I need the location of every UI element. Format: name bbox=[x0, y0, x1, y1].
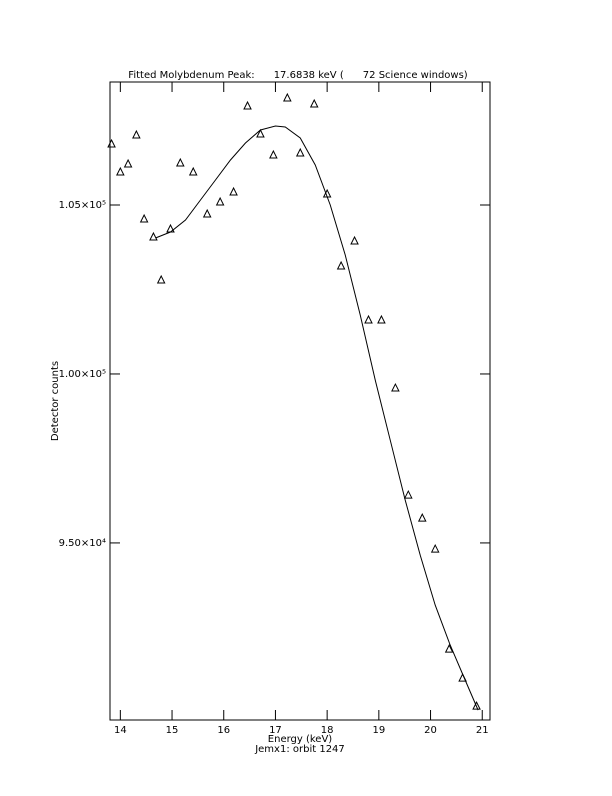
data-point bbox=[202, 208, 212, 218]
data-point bbox=[107, 138, 116, 148]
data-point bbox=[139, 213, 149, 223]
data-point bbox=[444, 643, 454, 653]
x-tick-label: 14 bbox=[114, 725, 127, 736]
data-point bbox=[123, 158, 133, 168]
data-point bbox=[188, 166, 198, 176]
y-tick-label: 1.00×10⁵ bbox=[59, 369, 106, 380]
plot-frame bbox=[109, 81, 491, 721]
x-tick-label: 20 bbox=[424, 725, 437, 736]
data-point bbox=[417, 512, 427, 522]
data-point bbox=[149, 231, 158, 241]
x-axis-label: Energy (keV) bbox=[268, 734, 333, 745]
x-tick-label: 18 bbox=[321, 725, 334, 736]
data-point bbox=[391, 382, 400, 392]
x-tick-label: 17 bbox=[269, 725, 282, 736]
x-tick-label: 21 bbox=[476, 725, 489, 736]
data-point bbox=[229, 186, 238, 196]
y-axis-label: Detector counts bbox=[50, 361, 61, 441]
data-point bbox=[176, 157, 185, 167]
chart-title: Fitted Molybdenum Peak: 17.6838 keV ( 72… bbox=[128, 70, 468, 81]
data-point bbox=[336, 260, 346, 270]
data-point bbox=[404, 489, 413, 499]
data-point bbox=[156, 274, 166, 284]
subtitle: Jemx1: orbit 1247 bbox=[254, 744, 345, 755]
y-tick-label: 1.05×10⁵ bbox=[59, 200, 106, 211]
x-tick-label: 15 bbox=[166, 725, 179, 736]
data-point bbox=[472, 701, 481, 710]
data-point bbox=[132, 129, 141, 139]
data-point bbox=[116, 166, 125, 176]
y-tick-label: 9.50×10⁴ bbox=[59, 538, 106, 549]
x-tick-label: 19 bbox=[372, 725, 385, 736]
data-point bbox=[256, 128, 265, 138]
data-point bbox=[243, 100, 252, 110]
data-point bbox=[430, 543, 440, 553]
data-point bbox=[350, 235, 359, 245]
data-point bbox=[364, 314, 373, 324]
data-point bbox=[309, 98, 319, 108]
x-tick-label: 16 bbox=[217, 725, 230, 736]
fit-curve bbox=[155, 125, 479, 711]
data-point bbox=[295, 147, 305, 157]
data-point bbox=[215, 196, 225, 206]
data-point bbox=[283, 92, 292, 102]
data-point bbox=[269, 149, 278, 159]
data-point bbox=[377, 314, 386, 324]
